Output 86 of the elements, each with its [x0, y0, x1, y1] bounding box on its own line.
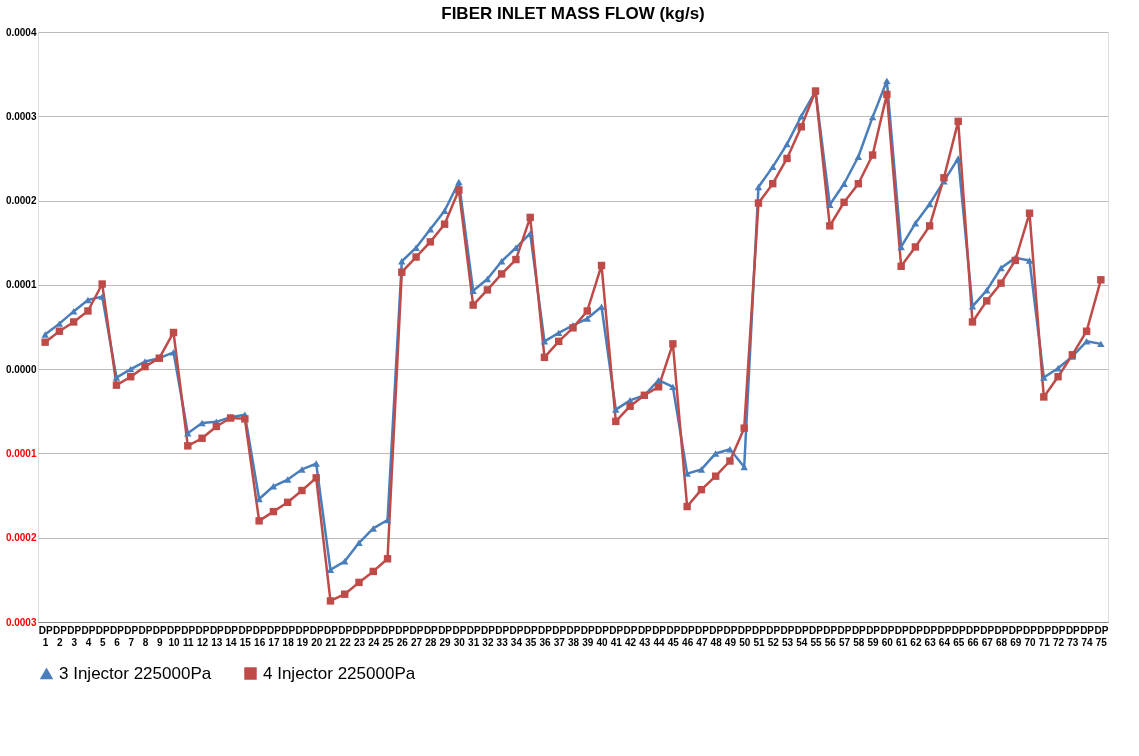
x-tick-label: DP 53: [780, 624, 795, 648]
x-tick-label: DP 1: [38, 624, 53, 648]
x-tick-label: DP 29: [438, 624, 453, 648]
x-tick-label: DP 31: [466, 624, 481, 648]
y-tick-label: 0.0004: [5, 26, 37, 38]
x-tick-label: DP 72: [1051, 624, 1066, 648]
x-tick-label: DP 4: [81, 624, 96, 648]
x-tick-label: DP 73: [1065, 624, 1081, 648]
x-tick-label: DP 50: [737, 624, 752, 648]
x-tick-label: DP 69: [1008, 624, 1024, 648]
x-tick-label: DP 35: [523, 624, 538, 648]
x-tick-label: DP 22: [338, 624, 353, 648]
x-tick-label: DP 55: [809, 624, 824, 648]
x-tick-label: DP 43: [637, 624, 653, 648]
x-tick-label: DP 3: [67, 624, 82, 648]
x-tick-label: DP 39: [580, 624, 596, 648]
y-tick-label: 0.0003: [5, 616, 37, 628]
x-tick-label: DP 47: [694, 624, 710, 648]
y-tick-label: 0.0001: [5, 447, 37, 459]
x-tick-label: DP 13: [209, 624, 225, 648]
x-tick-label: DP 2: [52, 624, 68, 648]
x-tick-label: DP 74: [1080, 624, 1095, 648]
x-tick-label: DP 41: [609, 624, 624, 648]
y-tick-label: 0.0002: [5, 532, 37, 544]
x-tick-label: DP 51: [752, 624, 767, 648]
x-tick-label: DP 68: [994, 624, 1009, 648]
x-tick-label: DP 61: [894, 624, 909, 648]
x-tick-label: DP 26: [395, 624, 410, 648]
x-tick-label: DP 48: [709, 624, 724, 648]
x-tick-label: DP 40: [595, 624, 610, 648]
x-tick-label: DP 21: [324, 624, 339, 648]
legend-label: 3 Injector 225000Pa: [59, 663, 212, 683]
x-tick-label: DP 30: [452, 624, 467, 648]
x-tick-label: DP 12: [195, 624, 210, 648]
x-tick-label: DP 45: [666, 624, 681, 648]
x-tick-label: DP 67: [980, 624, 995, 648]
x-tick-label: DP 63: [923, 624, 938, 648]
x-tick-label: DP 24: [366, 624, 382, 648]
x-tick-label: DP 54: [794, 624, 810, 648]
x-tick-label: DP 62: [908, 624, 924, 648]
x-tick-label: DP 8: [138, 624, 153, 648]
x-tick-label: DP 34: [509, 624, 524, 648]
x-tick-label: DP 17: [266, 624, 282, 648]
x-tick-label: DP 57: [837, 624, 852, 648]
x-tick-label: DP 28: [423, 624, 439, 648]
x-tick-label: DP 52: [766, 624, 781, 648]
x-tick-label: DP 59: [866, 624, 881, 648]
x-tick-label: DP 71: [1037, 624, 1052, 648]
x-tick-label: DP 11: [181, 624, 196, 648]
x-tick-label: DP 15: [238, 624, 253, 648]
x-tick-label: DP 42: [623, 624, 638, 648]
x-tick-label: DP 66: [966, 624, 981, 648]
y-tick-label: 0.0001: [5, 279, 37, 291]
x-tick-label: DP 49: [723, 624, 738, 648]
x-tick-label: DP 16: [252, 624, 267, 648]
y-tick-label: 0.0003: [5, 110, 37, 122]
x-tick-label: DP 14: [224, 624, 239, 648]
x-tick-label: DP 6: [110, 624, 125, 648]
y-tick-label: 0.0002: [5, 195, 37, 207]
x-tick-label: DP 18: [281, 624, 296, 648]
chart-title: FIBER INLET MASS FLOW (kg/s): [441, 4, 705, 23]
x-tick-label: DP 36: [538, 624, 553, 648]
x-tick-label: DP 5: [95, 624, 110, 648]
x-tick-label: DP 19: [295, 624, 310, 648]
x-tick-label: DP 23: [352, 624, 367, 648]
x-tick-label: DP 7: [124, 624, 139, 648]
x-tick-label: DP 56: [823, 624, 838, 648]
x-tick-label: DP 37: [552, 624, 567, 648]
x-tick-label: DP 60: [880, 624, 895, 648]
x-tick-label: DP 25: [381, 624, 396, 648]
x-tick-label: DP 64: [937, 624, 952, 648]
x-tick-label: DP 10: [167, 624, 182, 648]
y-tick-label: 0.0000: [5, 363, 37, 375]
x-tick-label: DP 75: [1094, 624, 1109, 648]
x-tick-label: DP 32: [480, 624, 496, 648]
x-tick-label: DP 27: [409, 624, 424, 648]
x-tick-label: DP 38: [566, 624, 581, 648]
x-tick-label: DP 9: [152, 624, 168, 648]
x-tick-label: DP 58: [851, 624, 867, 648]
x-tick-label: DP 70: [1023, 624, 1038, 648]
x-tick-label: DP 65: [951, 624, 966, 648]
x-tick-label: DP 20: [309, 624, 324, 648]
x-tick-label: DP 33: [495, 624, 510, 648]
x-tick-label: DP 46: [680, 624, 695, 648]
x-tick-label: DP 44: [652, 624, 667, 648]
legend-label: 4 Injector 225000Pa: [263, 663, 416, 683]
